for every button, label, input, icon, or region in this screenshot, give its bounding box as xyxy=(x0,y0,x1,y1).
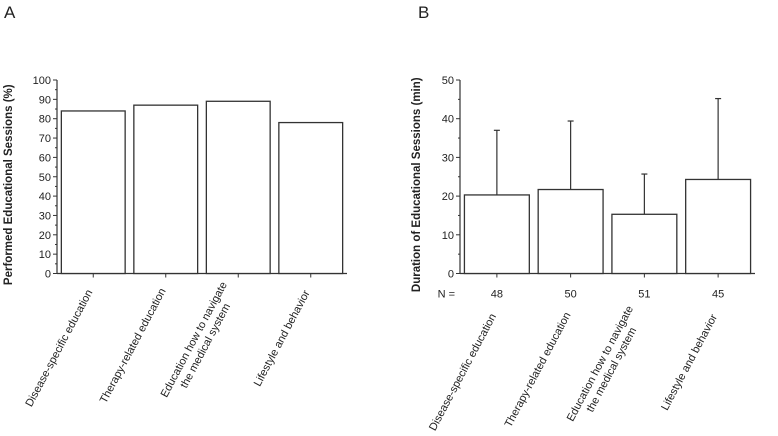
y-axis-label: Duration of Educational Sessions (min) xyxy=(411,77,423,292)
panel-b-chart: 0 10 20 30 40 50 Duration of Educational Sessi… xyxy=(411,75,755,433)
bar xyxy=(60,110,126,275)
panel-label-a: A xyxy=(4,3,16,22)
n-value: 51 xyxy=(638,289,650,301)
x-category-label: Disease-specific education xyxy=(23,288,95,409)
bar xyxy=(278,121,344,275)
x-category-label: Lifestyle and behavior xyxy=(252,288,313,388)
y-tick-label: 100 xyxy=(33,75,51,87)
bar xyxy=(611,213,678,275)
n-label: N = xyxy=(438,289,455,301)
y-tick-label: 10 xyxy=(442,230,454,242)
x-category-label-line: Disease-specific education xyxy=(427,312,499,433)
y-tick-label: 50 xyxy=(442,75,454,87)
x-category-label: Education how to navigatethe medical sys… xyxy=(159,280,242,406)
n-value: 50 xyxy=(565,289,577,301)
y-axis-label: Performed Educational Sessions (%) xyxy=(3,84,15,285)
x-category-label: Education how to navigatethe medical sys… xyxy=(565,304,648,430)
x-category-label: Lifestyle and behavior xyxy=(659,312,720,412)
y-tick-label: 0 xyxy=(448,269,454,281)
y-tick-label: 70 xyxy=(39,133,51,145)
y-tick-label: 10 xyxy=(39,249,51,261)
bar xyxy=(537,188,604,275)
y-tick-label: 50 xyxy=(39,172,51,184)
n-value: 48 xyxy=(491,289,503,301)
x-category-label-line: Education how to navigate xyxy=(159,280,230,400)
y-tick-label: 40 xyxy=(442,114,454,126)
bar xyxy=(205,100,271,275)
x-category-label-line: Disease-specific education xyxy=(23,288,95,409)
x-category-label: Disease-specific education xyxy=(427,312,499,433)
y-tick-label: 20 xyxy=(442,191,454,203)
panel-a-chart: 0 10 20 30 40 50 60 70 80 90 100 Performed Educatio… xyxy=(3,75,347,409)
y-tick-label: 60 xyxy=(39,152,51,164)
y-tick-label: 80 xyxy=(39,114,51,126)
y-tick-label: 90 xyxy=(39,94,51,106)
x-category-label: Therapy-related education xyxy=(98,286,169,405)
y-tick-label: 20 xyxy=(39,230,51,242)
y-tick-label: 0 xyxy=(45,269,51,281)
x-category-label-line: Lifestyle and behavior xyxy=(252,288,313,388)
y-tick-label: 40 xyxy=(39,191,51,203)
panel-label-b: B xyxy=(418,3,429,22)
bar xyxy=(133,104,199,275)
bar xyxy=(685,178,752,275)
n-value: 45 xyxy=(712,289,724,301)
bar xyxy=(463,194,530,275)
x-category-label-line: Lifestyle and behavior xyxy=(659,312,720,412)
x-category-label: Therapy-related education xyxy=(503,310,574,429)
x-category-label-line: Education how to navigate xyxy=(565,304,636,424)
x-category-label-line: Therapy-related education xyxy=(503,310,574,429)
y-tick-label: 30 xyxy=(39,210,51,222)
y-tick-label: 30 xyxy=(442,152,454,164)
x-category-label-line: Therapy-related education xyxy=(98,286,169,405)
